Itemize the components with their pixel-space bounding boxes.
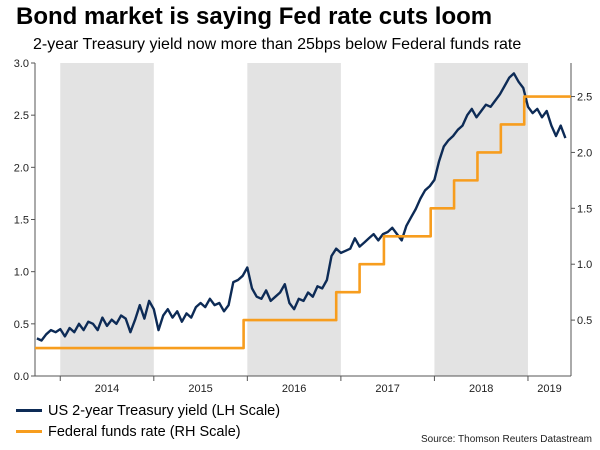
- legend-swatch-yield: [16, 409, 42, 412]
- series-lines: [35, 72, 571, 350]
- source-note: Source: Thomson Reuters Datastream: [420, 434, 592, 445]
- left-tick-label: 1.5: [14, 215, 29, 227]
- right-tick-label: 2.5: [577, 92, 592, 104]
- x-tick-label: 2018: [469, 383, 493, 395]
- left-tick-label: 1.0: [14, 267, 29, 279]
- left-tick-label: 2.0: [14, 162, 29, 174]
- x-tick-label: 2014: [95, 383, 119, 395]
- right-tick-label: 0.5: [577, 315, 592, 327]
- left-tick-label: 2.5: [14, 110, 29, 122]
- shade-2016: [247, 63, 341, 376]
- x-tick-label: 2015: [188, 383, 212, 395]
- left-tick-label: 3.0: [14, 58, 29, 70]
- fed-funds-series-line: [35, 95, 571, 350]
- chart-axes: [31, 62, 575, 381]
- shade-2014: [60, 63, 154, 376]
- chart-subtitle: 2-year Treasury yield now more than 25bp…: [33, 36, 522, 53]
- year-shading: [60, 63, 528, 376]
- legend-swatch-fed: [16, 430, 42, 433]
- legend-item-fed: Federal funds rate (RH Scale): [16, 421, 280, 442]
- legend-item-yield: US 2-year Treasury yield (LH Scale): [16, 400, 280, 421]
- x-tick-label: 2017: [375, 383, 399, 395]
- legend: US 2-year Treasury yield (LH Scale) Fede…: [16, 400, 280, 442]
- chart-title: Bond market is saying Fed rate cuts loom: [16, 3, 493, 30]
- left-tick-label: 0.0: [14, 371, 29, 383]
- x-tick-label: 2016: [282, 383, 306, 395]
- chart-svg: 0.0 0.5 1.0 1.5 2.0 2.5 3.0 0.5 1.0 1.5 2.0 2.5 2014…: [14, 58, 593, 395]
- yield-series-line: [36, 72, 567, 342]
- x-tick-label: 2019: [537, 383, 561, 395]
- legend-label-fed: Federal funds rate (RH Scale): [48, 423, 241, 440]
- right-tick-label: 1.0: [577, 259, 592, 271]
- tick-labels: 0.0 0.5 1.0 1.5 2.0 2.5 3.0 0.5 1.0 1.5 2.0 2.5 2014…: [14, 58, 593, 395]
- legend-label-yield: US 2-year Treasury yield (LH Scale): [48, 402, 281, 419]
- right-tick-label: 2.0: [577, 147, 592, 159]
- shade-2018: [434, 63, 528, 376]
- left-tick-label: 0.5: [14, 319, 29, 331]
- right-tick-label: 1.5: [577, 203, 592, 215]
